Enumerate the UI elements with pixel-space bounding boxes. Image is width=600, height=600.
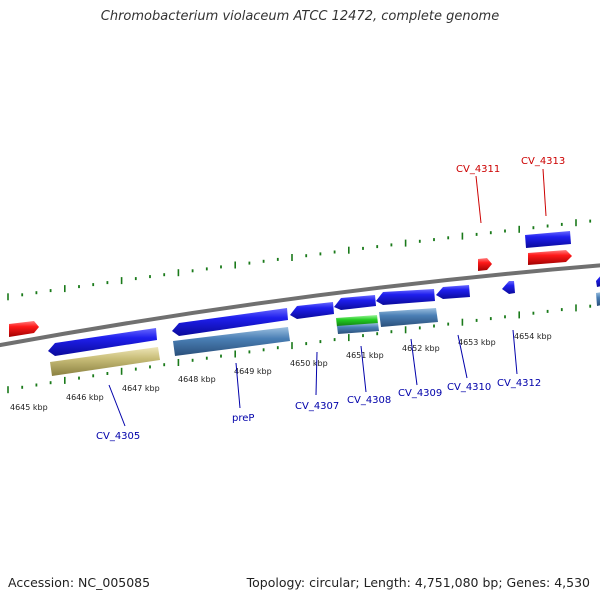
axis-label: 4649 kbp [234,367,272,376]
gene-label[interactable]: CV_4310 [447,382,491,393]
gene-label[interactable]: CV_4313 [521,156,565,167]
gene-label[interactable]: CV_4312 [497,378,541,389]
callout-line [410,338,418,386]
cds-bar[interactable] [596,292,600,306]
reverse-gene-arrow[interactable] [525,231,571,248]
axis-label: 4650 kbp [290,359,328,368]
callout-line [542,168,547,217]
axis-label: 4648 kbp [178,375,216,384]
reverse-gene-arrow[interactable] [334,295,376,310]
callout-line [108,384,126,427]
map-title: Chromobacterium violaceum ATCC 12472, co… [100,9,500,24]
axis-label: 4653 kbp [458,338,496,347]
reverse-gene-arrow[interactable] [172,308,288,336]
gene-label[interactable]: CV_4307 [295,401,339,412]
gene-label[interactable]: CV_4309 [398,388,442,399]
topology-info: Topology: circular; Length: 4,751,080 bp… [246,575,590,590]
gene-label[interactable]: CV_4305 [96,431,140,442]
genome-backbone [0,263,600,348]
gene-label[interactable]: CV_4311 [456,164,500,175]
cds-bar[interactable] [173,327,290,356]
axis-label: 4645 kbp [10,403,48,412]
gene-label[interactable]: CV_4308 [347,395,391,406]
callout-line [360,345,367,393]
callout-line [315,351,318,396]
reverse-gene-arrow[interactable] [290,302,334,319]
gene-label[interactable]: preP [232,413,254,424]
cds-bar[interactable] [379,308,438,327]
forward-gene-arrow[interactable] [478,258,492,271]
forward-gene-arrow[interactable] [528,250,572,265]
axis-label: 4654 kbp [514,332,552,341]
axis-label: 4647 kbp [122,384,160,393]
callout-line [475,175,482,224]
callout-line [512,329,518,375]
reverse-gene-arrow[interactable] [376,289,435,305]
reverse-gene-arrow[interactable] [48,328,157,356]
accession-label: Accession: [8,575,75,590]
inner-tick-track [7,304,592,394]
callout-line [457,334,468,379]
callout-line [235,362,241,409]
cds-bar[interactable] [50,347,160,376]
axis-label: 4651 kbp [346,351,384,360]
accession-value: NC_005085 [78,575,151,590]
accession-info: Accession: NC_005085 [8,575,150,590]
reverse-gene-arrow[interactable] [502,281,515,294]
axis-label: 4646 kbp [66,393,104,402]
cds-bar[interactable] [337,323,379,334]
axis-label: 4652 kbp [402,344,440,353]
outer-tick-track [7,219,592,301]
forward-gene-arrow[interactable] [9,321,39,337]
reverse-gene-arrow[interactable] [436,285,470,299]
reverse-gene-arrow[interactable] [596,274,600,287]
